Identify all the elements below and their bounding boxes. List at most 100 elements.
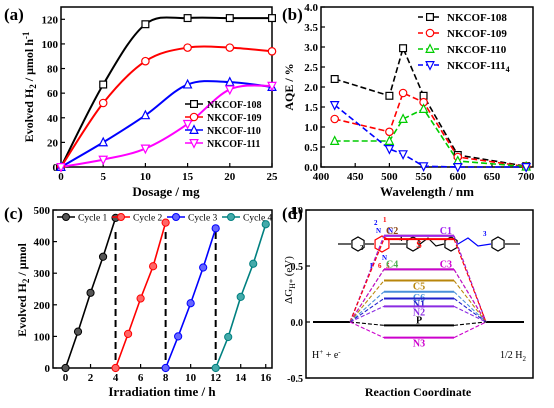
data-point — [161, 363, 170, 373]
y-tick-label: 500 — [34, 205, 51, 217]
y-tick-label: -0.5 — [287, 374, 303, 385]
energy-path-out — [453, 269, 487, 323]
data-point — [398, 150, 408, 160]
energy-path-in — [349, 238, 385, 323]
panel-b-ylabel: AQE / % — [282, 63, 296, 110]
x-tick-label: 12 — [210, 372, 222, 384]
energy-level-label: C1 — [440, 226, 452, 237]
legend-marker — [172, 213, 180, 221]
panel-b-points — [329, 44, 532, 173]
atom-label: 1 — [383, 216, 387, 224]
data-point — [61, 363, 70, 373]
data-point — [268, 14, 277, 23]
legend-label: Cycle 4 — [243, 214, 273, 224]
panel-a-label: (a) — [4, 5, 24, 24]
legend-label: NKCOF-111 — [207, 139, 260, 150]
y-tick-label: 3.5 — [304, 22, 318, 34]
series-line — [334, 104, 527, 168]
panel-a-ticks: 0 5 10 15 20 25 0 20 40 60 80 100 120 — [42, 14, 279, 183]
y-tick-label: 20 — [47, 137, 59, 149]
data-point — [98, 136, 109, 147]
data-point — [161, 218, 170, 227]
atom-label: 2 — [374, 219, 378, 227]
x-tick-label: 14 — [235, 372, 247, 384]
legend-label: NKCOF-109 — [207, 113, 261, 124]
energy-level-label: C5 — [413, 282, 425, 293]
energy-path-in — [349, 291, 385, 323]
series-line — [164, 228, 217, 369]
y-tick-label: 40 — [47, 113, 59, 125]
panel-b: (b) 400 450 500 550 600 650 700 0.0 0.5 1.0 1.5 2.0… — [282, 2, 535, 199]
panel-b-lines — [334, 45, 527, 168]
atom-label: 3 — [360, 244, 364, 252]
data-point — [98, 155, 109, 166]
x-tick-label: 0 — [58, 171, 64, 183]
data-point — [186, 299, 195, 308]
y-tick-label: 200 — [34, 300, 51, 312]
energy-path-out — [453, 238, 487, 323]
data-point — [418, 103, 429, 114]
data-point — [73, 327, 83, 336]
y-tick-label: 1.5 — [304, 102, 318, 114]
y-tick-label: 4.0 — [304, 2, 318, 14]
legend-marker — [227, 213, 235, 221]
legend-marker — [426, 13, 435, 22]
x-tick-label: 550 — [415, 171, 432, 183]
legend-marker — [117, 213, 125, 221]
data-point — [384, 135, 395, 145]
panel-b-ticks: 400 450 500 550 600 650 700 0.0 0.5 1.0 1.5 2.0 2.5 3… — [304, 2, 535, 183]
data-point — [211, 363, 220, 373]
atom-label: 3 — [483, 230, 487, 238]
y-tick-label: 0 — [53, 162, 59, 174]
x-tick-label: 25 — [267, 171, 279, 183]
energy-level-label: C2 — [386, 226, 398, 237]
energy-level-label: C3 — [440, 259, 452, 270]
data-point — [267, 81, 277, 92]
panel-d-right-state: 1/2 H2 — [500, 350, 527, 363]
x-tick-label: 600 — [450, 171, 467, 183]
panel-a-legend: NKCOF-108 NKCOF-109 NKCOF-110 NKCOF-111 — [185, 99, 261, 150]
x-tick-label: 450 — [347, 171, 364, 183]
legend-label: NKCOF-109 — [447, 28, 507, 40]
atom-label: N — [376, 227, 381, 235]
panel-c-label: (c) — [4, 204, 23, 223]
panel-d-energy-paths — [349, 235, 487, 339]
legend-marker — [425, 28, 435, 38]
data-point — [141, 56, 150, 66]
data-point — [452, 163, 463, 173]
legend-label: NKCOF-108 — [207, 100, 261, 111]
energy-path-in — [349, 305, 385, 323]
legend-label: NKCOF-108 — [447, 12, 507, 24]
x-tick-label: 0 — [63, 372, 69, 384]
data-point — [329, 100, 340, 111]
fit-curve — [60, 84, 273, 168]
legend-marker — [189, 124, 199, 134]
data-point — [141, 20, 150, 29]
y-tick-label: 80 — [47, 64, 59, 76]
legend-label: Cycle 1 — [78, 214, 108, 224]
data-point — [98, 98, 108, 108]
y-tick-label: 2.0 — [304, 82, 318, 94]
panel-a-points — [56, 14, 277, 173]
x-tick-label: 650 — [484, 171, 501, 183]
y-tick-label: 1.0 — [291, 206, 304, 217]
vinyl-bond — [419, 237, 445, 247]
legend-label: Cycle 3 — [188, 214, 218, 224]
panel-c-ylabel: Evolved H2 / μmol — [15, 243, 31, 337]
x-tick-label: 20 — [224, 171, 236, 183]
data-point — [330, 114, 339, 124]
y-tick-label: 100 — [34, 331, 51, 343]
energy-level-label: N1 — [413, 299, 425, 310]
legend-marker — [189, 112, 199, 122]
panel-b-legend: NKCOF-108 NKCOF-109 NKCOF-110 NKCOF-1114 — [418, 12, 510, 74]
x-tick-label: 10 — [185, 372, 197, 384]
y-tick-label: 0.5 — [304, 142, 318, 154]
data-point — [199, 263, 208, 272]
y-tick-label: 2.5 — [304, 62, 318, 74]
benzene-ring — [444, 236, 458, 252]
data-point — [521, 163, 532, 173]
data-point — [183, 43, 192, 52]
panel-d: (d) -0.50.00.51.0 21NNN3456F3 C2C1SC4C3C… — [282, 204, 534, 399]
data-point — [261, 220, 270, 229]
energy-level-label: P — [416, 315, 422, 326]
